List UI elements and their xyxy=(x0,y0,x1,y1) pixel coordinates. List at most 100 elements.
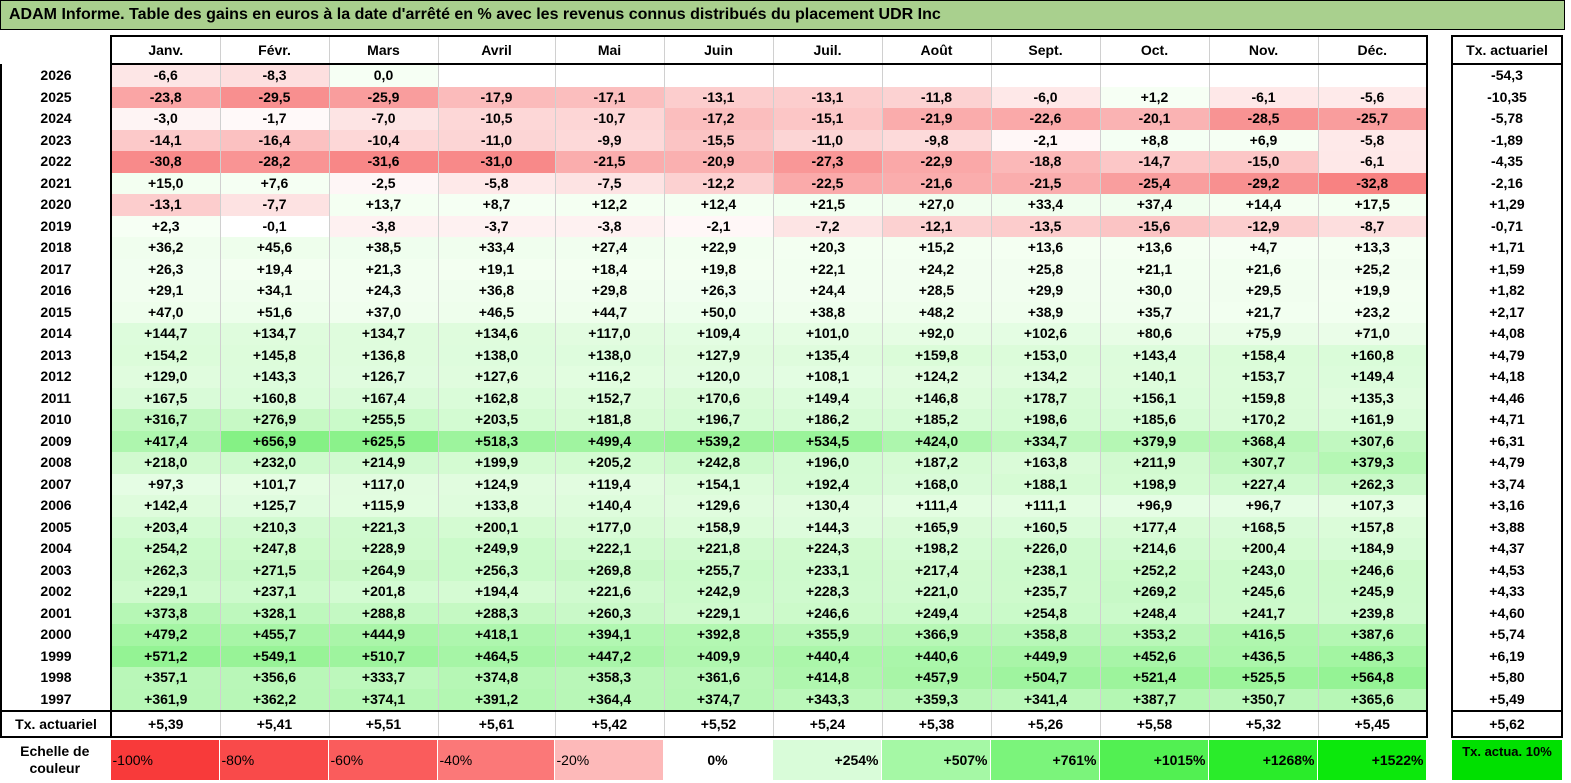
gain-cell: -25,9 xyxy=(329,86,439,108)
gain-cell: +479,2 xyxy=(111,624,221,646)
month-header: Déc. xyxy=(1318,35,1428,65)
gain-cell: +358,8 xyxy=(991,624,1101,646)
gain-cell: +4,7 xyxy=(1209,237,1319,259)
year-label: 2020 xyxy=(0,194,112,216)
gain-cell: +129,6 xyxy=(664,495,774,517)
year-label: 2002 xyxy=(0,581,112,603)
gain-cell: +232,0 xyxy=(220,452,330,474)
gain-cell: +374,1 xyxy=(329,688,439,711)
gain-cell: +181,8 xyxy=(555,409,665,431)
gain-cell: +194,4 xyxy=(438,581,556,603)
gain-cell: +29,8 xyxy=(555,280,665,302)
row-actuarial-rate: +4,08 xyxy=(1451,323,1563,345)
gain-cell xyxy=(773,64,883,87)
gain-cell: -31,0 xyxy=(438,151,556,173)
gain-cell: +365,6 xyxy=(1318,688,1428,711)
gain-cell: +221,3 xyxy=(329,516,439,538)
table-row: 1999 +571,2 +549,1 +510,7 +464,5 +447,2 +409,9… xyxy=(0,645,1428,667)
gain-cell: -7,7 xyxy=(220,194,330,216)
month-header: Juin xyxy=(664,35,774,65)
gain-cell: +379,9 xyxy=(1100,430,1210,452)
gain-cell: +127,9 xyxy=(664,344,774,366)
gain-cell: -13,1 xyxy=(664,86,774,108)
gain-cell: +229,1 xyxy=(664,602,774,624)
gain-cell: +249,9 xyxy=(438,538,556,560)
year-label: 2019 xyxy=(0,215,112,237)
gain-cell: +162,8 xyxy=(438,387,556,409)
gain-cell: -7,5 xyxy=(555,172,665,194)
gain-cell: -15,6 xyxy=(1100,215,1210,237)
gain-cell: +96,7 xyxy=(1209,495,1319,517)
gain-cell: +29,1 xyxy=(111,280,221,302)
gain-cell: -10,5 xyxy=(438,108,556,130)
table-row: 2012 +129,0 +143,3 +126,7 +127,6 +116,2 +120,0… xyxy=(0,366,1428,388)
gain-cell: +144,3 xyxy=(773,516,883,538)
gain-cell: -16,4 xyxy=(220,129,330,151)
gain-cell: +38,9 xyxy=(991,301,1101,323)
gain-cell: +200,1 xyxy=(438,516,556,538)
month-header: Août xyxy=(882,35,992,65)
gain-cell: +92,0 xyxy=(882,323,992,345)
gain-cell: +15,2 xyxy=(882,237,992,259)
gain-cell: +255,5 xyxy=(329,409,439,431)
gain-cell: -7,0 xyxy=(329,108,439,130)
gain-cell: -13,5 xyxy=(991,215,1101,237)
row-actuarial-rate: +3,74 xyxy=(1451,473,1563,495)
row-actuarial-rate: +4,53 xyxy=(1451,559,1563,581)
gain-cell: +134,7 xyxy=(329,323,439,345)
scale-swatch: -100% xyxy=(110,740,220,780)
row-actuarial-rate: +5,74 xyxy=(1451,624,1563,646)
gain-cell: +51,6 xyxy=(220,301,330,323)
gain-cell: +362,2 xyxy=(220,688,330,711)
row-actuarial-rate: +6,31 xyxy=(1451,430,1563,452)
gain-cell: -17,9 xyxy=(438,86,556,108)
gain-cell: -12,9 xyxy=(1209,215,1319,237)
gain-cell: +154,2 xyxy=(111,344,221,366)
column-separator xyxy=(1441,30,1451,783)
gain-cell: +241,7 xyxy=(1209,602,1319,624)
gain-cell: -15,5 xyxy=(664,129,774,151)
gain-cell: +394,1 xyxy=(555,624,665,646)
gain-cell: +27,0 xyxy=(882,194,992,216)
year-label: 2017 xyxy=(0,258,112,280)
gain-cell: +1,2 xyxy=(1100,86,1210,108)
gain-cell: +13,7 xyxy=(329,194,439,216)
table-row: 2025 -23,8 -29,5 -25,9 -17,9 -17,1 -13,1 -13,1-… xyxy=(0,86,1428,108)
table-row: 2006 +142,4 +125,7 +115,9 +133,8 +140,4 +129,6… xyxy=(0,495,1428,517)
gain-cell: +237,1 xyxy=(220,581,330,603)
month-header: Juil. xyxy=(773,35,883,65)
gain-cell: +228,9 xyxy=(329,538,439,560)
gain-cell: +153,0 xyxy=(991,344,1101,366)
gain-cell: -29,2 xyxy=(1209,172,1319,194)
gain-cell: +199,9 xyxy=(438,452,556,474)
gain-cell: -17,1 xyxy=(555,86,665,108)
gain-cell: -0,1 xyxy=(220,215,330,237)
gain-cell: +133,8 xyxy=(438,495,556,517)
gain-cell: +101,7 xyxy=(220,473,330,495)
gain-cell: +25,8 xyxy=(991,258,1101,280)
gain-cell: +167,5 xyxy=(111,387,221,409)
gain-cell: +521,4 xyxy=(1100,667,1210,689)
scale-swatch: -20% xyxy=(554,740,664,780)
gain-cell: +135,3 xyxy=(1318,387,1428,409)
gain-cell: -2,1 xyxy=(991,129,1101,151)
gain-cell: +238,1 xyxy=(991,559,1101,581)
scale-swatch: +254% xyxy=(772,740,882,780)
gain-cell: +625,5 xyxy=(329,430,439,452)
gain-cell: +107,3 xyxy=(1318,495,1428,517)
gain-cell: -18,8 xyxy=(991,151,1101,173)
gain-cell: +391,2 xyxy=(438,688,556,711)
gain-cell: +27,4 xyxy=(555,237,665,259)
gain-cell: +235,7 xyxy=(991,581,1101,603)
gain-cell: +341,4 xyxy=(991,688,1101,711)
gain-cell xyxy=(1100,64,1210,87)
gain-cell: -12,2 xyxy=(664,172,774,194)
gain-cell: +210,3 xyxy=(220,516,330,538)
month-header: Oct. xyxy=(1100,35,1210,65)
gain-cell: -9,9 xyxy=(555,129,665,151)
gain-cell: +444,9 xyxy=(329,624,439,646)
gain-cell: +24,2 xyxy=(882,258,992,280)
gain-cell: -21,5 xyxy=(555,151,665,173)
gain-cell: -15,1 xyxy=(773,108,883,130)
gain-cell: +124,2 xyxy=(882,366,992,388)
